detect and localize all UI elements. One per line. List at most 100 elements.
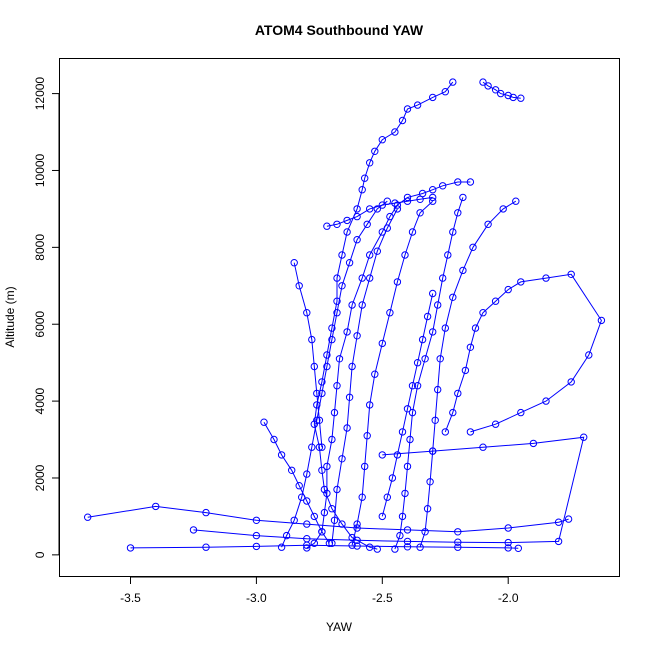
data-point xyxy=(512,197,520,205)
data-point xyxy=(318,528,326,536)
series-8 xyxy=(441,270,606,436)
chart-title: ATOM4 Southbound YAW xyxy=(255,22,424,38)
data-point xyxy=(466,343,475,351)
data-point xyxy=(497,89,505,98)
data-point xyxy=(585,351,593,359)
data-point xyxy=(517,94,525,102)
data-point xyxy=(288,466,296,474)
data-point xyxy=(330,408,339,417)
y-axis-title: Altitude (m) xyxy=(3,286,17,347)
data-point xyxy=(348,362,356,371)
data-point xyxy=(597,316,606,325)
data-point xyxy=(358,274,366,282)
data-point xyxy=(454,538,462,546)
data-point xyxy=(461,366,470,375)
data-point xyxy=(318,389,326,398)
series-line xyxy=(193,436,585,544)
data-point xyxy=(260,418,268,426)
series-line xyxy=(394,197,464,550)
data-point xyxy=(388,474,397,482)
series-line xyxy=(351,200,434,546)
data-point xyxy=(366,401,374,409)
data-point xyxy=(270,435,278,444)
data-point xyxy=(449,293,457,301)
data-point xyxy=(315,416,324,424)
data-point xyxy=(126,544,135,552)
data-point xyxy=(449,78,457,86)
data-point xyxy=(345,393,354,401)
data-point xyxy=(353,332,361,340)
series-line xyxy=(482,81,521,99)
data-point xyxy=(366,159,374,167)
data-point xyxy=(393,278,402,286)
y-axis: 0 2000 4000 6000 8000 10000 12000 xyxy=(33,77,60,558)
data-point xyxy=(514,544,522,552)
data-point xyxy=(441,88,449,96)
data-point xyxy=(429,197,437,205)
data-point xyxy=(393,201,402,209)
data-point xyxy=(308,443,316,451)
data-point xyxy=(313,416,321,424)
data-point xyxy=(426,478,434,486)
data-point xyxy=(378,451,386,459)
data-point xyxy=(449,408,457,417)
data-point xyxy=(471,324,480,332)
data-point xyxy=(408,382,417,390)
data-point xyxy=(252,542,261,551)
data-point xyxy=(338,455,346,463)
data-point xyxy=(277,451,286,459)
data-point xyxy=(152,502,160,511)
data-point xyxy=(361,462,369,471)
data-point xyxy=(343,328,351,336)
data-point xyxy=(469,243,477,252)
data-point xyxy=(353,536,361,544)
data-point xyxy=(371,370,379,378)
data-point xyxy=(343,216,351,225)
data-point xyxy=(333,274,341,282)
data-point xyxy=(434,301,442,309)
data-point xyxy=(328,435,336,444)
data-point xyxy=(325,539,334,547)
data-point xyxy=(403,197,412,205)
data-point xyxy=(554,518,563,526)
data-point xyxy=(429,193,437,202)
x-tick-label: -3.5 xyxy=(120,591,141,605)
data-point xyxy=(567,378,575,386)
data-point xyxy=(343,228,351,236)
data-point xyxy=(330,516,339,524)
data-point xyxy=(413,101,422,109)
data-point xyxy=(303,309,311,317)
data-point xyxy=(429,93,437,102)
data-point xyxy=(491,86,500,94)
data-point xyxy=(282,531,291,540)
data-point xyxy=(348,541,356,549)
data-point xyxy=(479,443,487,451)
data-point xyxy=(401,251,409,259)
x-axis: -3.5 -3.0 -2.5 -2.0 xyxy=(120,576,519,605)
data-point xyxy=(403,526,412,534)
x-tick-label: -2.5 xyxy=(372,591,393,605)
data-point xyxy=(366,251,374,259)
data-point xyxy=(429,289,437,298)
data-point xyxy=(277,543,286,551)
data-point xyxy=(323,462,331,471)
data-point xyxy=(504,538,512,547)
data-point xyxy=(353,236,361,244)
data-point xyxy=(313,389,321,398)
data-point xyxy=(363,432,371,440)
data-point xyxy=(338,282,346,290)
data-point xyxy=(363,220,371,229)
data-point xyxy=(454,178,462,186)
data-point xyxy=(504,524,512,532)
series-line xyxy=(281,200,388,548)
data-point xyxy=(396,531,404,540)
data-point xyxy=(252,531,261,540)
data-point xyxy=(499,205,507,213)
data-point xyxy=(189,526,198,534)
data-point xyxy=(323,351,331,359)
data-point xyxy=(454,209,462,217)
data-point xyxy=(383,493,391,501)
data-point xyxy=(403,462,412,471)
data-point xyxy=(320,485,329,494)
series-line xyxy=(331,208,398,544)
